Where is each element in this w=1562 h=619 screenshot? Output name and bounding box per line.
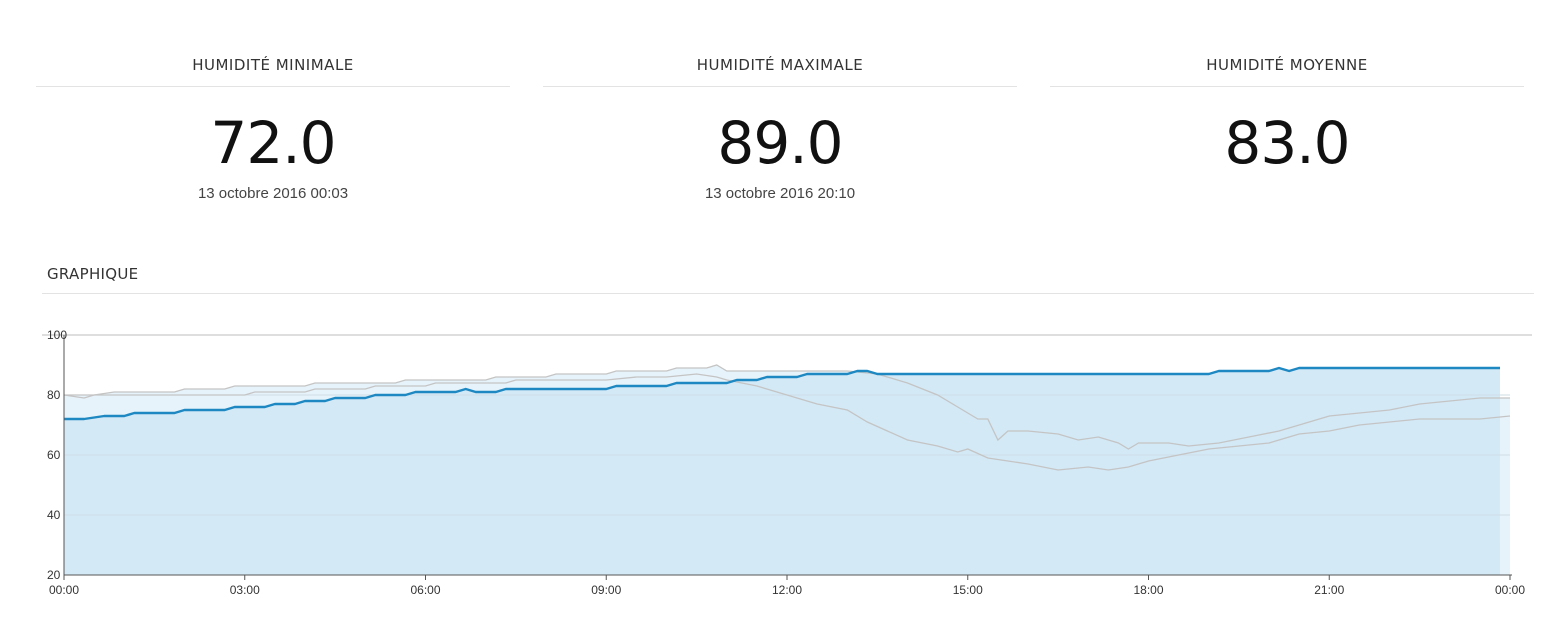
stat-title-avg: HUMIDITÉ MOYENNE [1206, 56, 1368, 74]
comparison-low-line [63, 373, 1511, 471]
section-title: GRAPHIQUE [47, 265, 139, 283]
current-series-line [64, 366, 1500, 421]
x-tick-label: 03:00 [230, 583, 260, 597]
x-tick-label: 09:00 [591, 583, 621, 597]
stat-divider [543, 86, 1017, 87]
x-tick-label: 15:00 [953, 583, 983, 597]
stat-title-min: HUMIDITÉ MINIMALE [192, 56, 354, 74]
stat-date-min: 13 octobre 2016 00:03 [197, 185, 349, 202]
current-series-area [64, 368, 1500, 575]
stat-divider [1050, 86, 1524, 87]
stat-date-max: 13 octobre 2016 20:10 [704, 185, 856, 202]
x-tick-label: 21:00 [1314, 583, 1344, 597]
y-tick-label: 20 [47, 568, 61, 582]
section-divider [42, 293, 1534, 294]
stat-value-min: 72.0 [210, 109, 336, 177]
y-tick-label: 100 [47, 328, 67, 342]
y-tick-label: 60 [47, 448, 61, 462]
stat-value-max: 89.0 [717, 109, 843, 177]
comparison-high-line [64, 364, 1510, 450]
x-tick-label: 18:00 [1133, 583, 1163, 597]
x-tick-label: 06:00 [410, 583, 440, 597]
y-tick-label: 80 [47, 388, 61, 402]
x-tick-label: 12:00 [772, 583, 802, 597]
stat-title-max: HUMIDITÉ MAXIMALE [696, 56, 864, 74]
x-tick-label: 00:00 [1495, 583, 1525, 597]
y-tick-label: 40 [47, 508, 61, 522]
stat-value-avg: 83.0 [1224, 109, 1350, 177]
x-tick-label: 00:00 [49, 583, 79, 597]
stat-divider [36, 86, 510, 87]
